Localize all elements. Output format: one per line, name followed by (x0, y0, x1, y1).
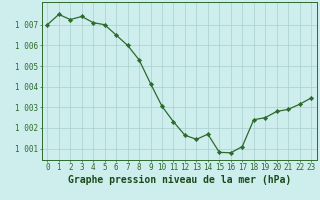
X-axis label: Graphe pression niveau de la mer (hPa): Graphe pression niveau de la mer (hPa) (68, 175, 291, 185)
